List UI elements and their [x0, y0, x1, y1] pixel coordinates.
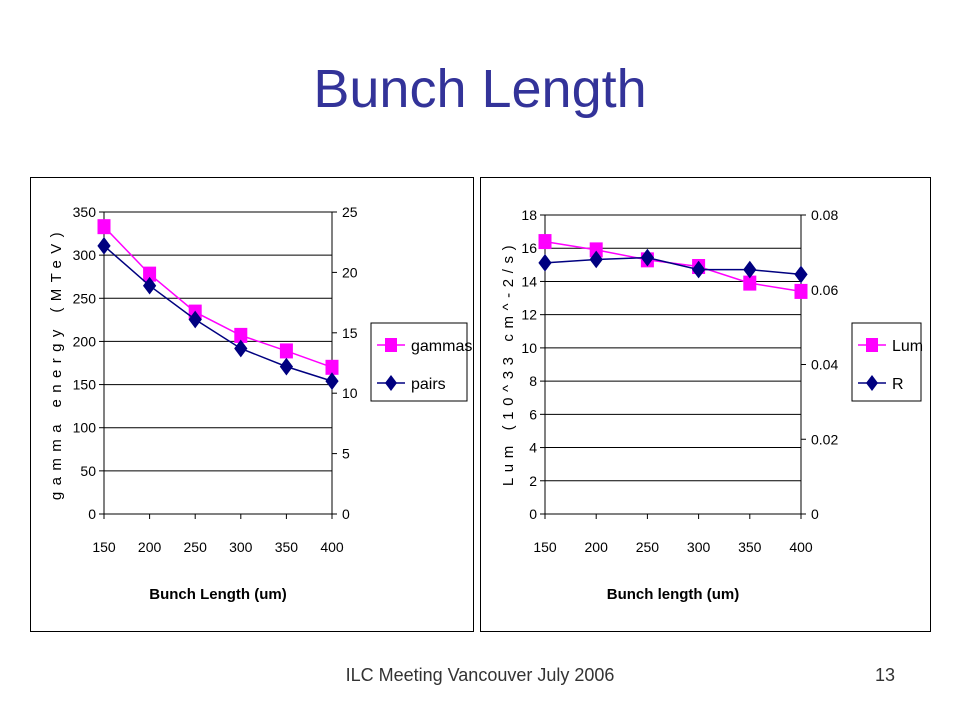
y-left-tick-label: 150	[73, 377, 97, 393]
y-axis-label: gamma energy (MTeV)	[48, 226, 65, 500]
y-right-tick-label: 0.02	[811, 431, 838, 447]
data-point-pairs	[234, 339, 248, 358]
y-left-tick-label: 0	[529, 506, 537, 522]
data-point-pairs	[142, 276, 157, 295]
y-right-tick-label: 0.04	[811, 357, 838, 373]
data-point-lum	[538, 234, 552, 250]
x-tick-label: 250	[184, 539, 208, 555]
y-left-tick-label: 8	[529, 373, 537, 389]
x-axis-label: Bunch Length (um)	[149, 586, 286, 603]
y-right-tick-label: 10	[342, 385, 358, 401]
y-left-tick-label: 350	[73, 204, 97, 220]
y-right-tick-label: 15	[342, 325, 358, 341]
series-line-gammas	[103, 226, 333, 369]
y-left-tick-label: 250	[73, 290, 97, 306]
x-tick-label: 150	[533, 539, 557, 555]
y-right-tick-label: 0.06	[811, 282, 838, 298]
legend-label: R	[892, 376, 904, 393]
y-left-tick-label: 0	[88, 506, 96, 522]
slide-footer: ILC Meeting Vancouver July 2006	[345, 665, 615, 685]
y-left-tick-label: 6	[529, 406, 537, 422]
data-point-gammas	[325, 359, 339, 375]
y-left-tick-label: 4	[529, 440, 537, 456]
x-tick-label: 200	[585, 539, 609, 555]
data-point-r	[743, 260, 757, 279]
legend-marker	[866, 375, 878, 391]
x-tick-label: 150	[92, 539, 116, 555]
y-left-tick-label: 2	[529, 473, 537, 489]
y-right-tick-label: 0	[342, 506, 350, 522]
data-point-r	[640, 248, 655, 267]
legend-label: pairs	[411, 376, 446, 393]
x-tick-label: 350	[275, 539, 299, 555]
y-axis-label: Lum (10^33 cm^-2/s)	[500, 240, 517, 486]
y-left-tick-label: 16	[521, 240, 537, 256]
series-line-pairs	[103, 245, 333, 382]
slide-title: Bunch Length	[313, 59, 647, 119]
data-point-pairs	[188, 310, 202, 329]
x-tick-label: 300	[687, 539, 711, 555]
data-point-gammas	[279, 343, 293, 359]
chart-luminosity-svg: 0 2 4 6 8 10 12 14 16 18 0 0.02 0.04 0.06 0.08 150 200 25…	[500, 207, 923, 603]
y-right-tick-label: 25	[342, 204, 358, 220]
legend-marker	[385, 338, 397, 352]
x-tick-label: 200	[138, 539, 162, 555]
y-left-tick-label: 300	[73, 247, 97, 263]
y-left-tick-label: 18	[521, 207, 537, 223]
y-left-tick-label: 14	[521, 273, 537, 289]
y-right-tick-label: 0.08	[811, 207, 838, 223]
y-right-tick-label: 20	[342, 264, 358, 280]
chart-gamma-energy-svg: 0 50 100 150 200 250 300 350 0 5 10 15 20 25 150 200 250…	[48, 204, 472, 603]
chart-luminosity: 0 2 4 6 8 10 12 14 16 18 0 0.02 0.04 0.06 0.08 150 200 25…	[480, 177, 931, 632]
y-right-tick-label: 5	[342, 446, 350, 462]
y-left-tick-label: 200	[73, 333, 97, 349]
data-point-pairs	[325, 372, 339, 390]
x-tick-label: 400	[320, 539, 344, 555]
plot-area	[103, 211, 333, 515]
data-point-lum	[794, 283, 808, 299]
legend-marker	[385, 375, 397, 391]
data-point-r	[794, 265, 808, 284]
series-line-r	[544, 256, 802, 276]
x-tick-label: 300	[229, 539, 253, 555]
x-axis-label: Bunch length (um)	[607, 586, 739, 603]
data-point-r	[538, 254, 552, 272]
page-number: 13	[875, 665, 896, 685]
y-right-tick-label: 0	[811, 506, 819, 522]
data-point-r	[589, 250, 603, 269]
data-point-pairs	[279, 357, 294, 376]
legend-box	[851, 322, 922, 402]
y-left-tick-label: 10	[521, 340, 537, 356]
legend-label: Lum	[892, 338, 923, 355]
data-point-gammas	[97, 219, 111, 235]
chart-gamma-energy: 0 50 100 150 200 250 300 350 0 5 10 15 20 25 150 200 250…	[30, 177, 474, 632]
x-tick-label: 250	[636, 539, 660, 555]
legend-marker	[866, 338, 878, 352]
x-tick-label: 400	[789, 539, 813, 555]
legend-box	[370, 322, 468, 402]
y-left-tick-label: 100	[73, 420, 97, 436]
legend-label: gammas	[411, 338, 472, 355]
x-tick-label: 350	[738, 539, 762, 555]
data-point-r	[691, 260, 706, 279]
y-left-tick-label: 50	[80, 463, 96, 479]
data-point-pairs	[97, 236, 111, 255]
y-left-tick-label: 12	[521, 307, 537, 323]
